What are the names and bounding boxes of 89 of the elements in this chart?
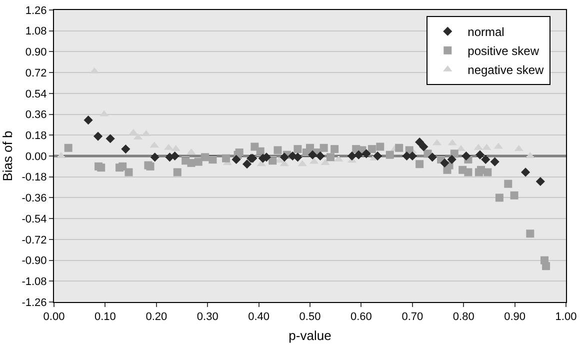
point [510, 191, 518, 200]
point [373, 151, 382, 161]
point [124, 168, 133, 176]
x-tick-label: 0.70 [402, 311, 424, 324]
x-tick-label: 1.00 [555, 311, 577, 324]
point [504, 180, 512, 188]
point [526, 230, 534, 238]
point [121, 144, 130, 154]
y-tick-label: -0.54 [22, 213, 47, 226]
point [201, 153, 210, 162]
point [274, 146, 282, 154]
x-axis-title: p-value [288, 328, 332, 343]
point [280, 152, 289, 162]
point [347, 151, 357, 161]
point [484, 168, 492, 176]
point [419, 142, 428, 152]
y-tick-label: 0.36 [25, 109, 47, 122]
point [106, 134, 115, 144]
point [170, 151, 180, 161]
point [376, 142, 384, 151]
x-tick-label: 0.50 [299, 311, 321, 324]
x-tick-label: 0.60 [350, 311, 372, 324]
point [447, 154, 456, 164]
y-tick-label: -1.26 [22, 296, 47, 309]
point [464, 168, 472, 176]
x-tick-label: 0.40 [248, 311, 270, 324]
legend-label: normal [468, 25, 504, 40]
point [521, 168, 530, 177]
point [242, 160, 252, 169]
y-tick-label: 0.72 [25, 67, 47, 80]
point [354, 150, 364, 160]
x-tick-label: 0.30 [196, 311, 218, 324]
y-tick-label: 1.08 [25, 26, 47, 38]
point [362, 149, 371, 158]
y-tick-label: 0.54 [25, 88, 47, 100]
point [395, 144, 404, 152]
point [208, 155, 217, 164]
point [187, 158, 196, 167]
y-axis-title: Bias of b [0, 130, 15, 182]
point [250, 142, 259, 151]
y-tick-label: -0.72 [22, 234, 47, 246]
point [462, 151, 471, 161]
point [64, 144, 72, 152]
point [118, 162, 127, 170]
point [495, 194, 504, 202]
point [542, 262, 550, 270]
y-tick-label: -0.36 [22, 192, 47, 205]
point [256, 147, 264, 156]
x-tick-label: 0.20 [146, 311, 168, 324]
point [415, 138, 424, 147]
point [326, 153, 334, 162]
x-tick-label: 0.80 [452, 311, 474, 324]
point [308, 150, 318, 160]
point [450, 150, 458, 158]
point [294, 145, 302, 154]
point [306, 144, 314, 152]
point [222, 154, 230, 162]
point [428, 152, 437, 162]
x-tick-label: 0.00 [43, 311, 65, 324]
point [84, 116, 93, 125]
point [194, 158, 202, 166]
point [150, 152, 160, 162]
legend-label: positive skew [468, 44, 540, 58]
y-tick-label: -0.90 [22, 255, 47, 268]
point [316, 151, 325, 161]
point [475, 150, 485, 160]
y-tick-label: -1.08 [22, 276, 47, 288]
point [440, 158, 450, 168]
point [232, 154, 241, 164]
point [320, 144, 328, 152]
point [330, 145, 339, 154]
point [386, 150, 394, 159]
point [481, 154, 490, 164]
y-tick-label: 0.18 [25, 130, 47, 142]
x-tick-label: 0.10 [94, 311, 116, 324]
point [536, 176, 545, 186]
x-tick-label: 0.90 [504, 311, 526, 324]
point [93, 132, 103, 141]
point [368, 145, 376, 154]
y-tick-label: -0.18 [22, 172, 47, 184]
point [97, 164, 106, 172]
point [416, 160, 424, 168]
point [268, 156, 277, 165]
y-tick-label: 1.26 [25, 4, 47, 17]
y-tick-label: 0.00 [25, 150, 47, 163]
point [173, 168, 182, 176]
point [490, 157, 500, 166]
legend-label: negative skew [468, 63, 544, 78]
y-tick-label: 0.90 [25, 46, 47, 59]
